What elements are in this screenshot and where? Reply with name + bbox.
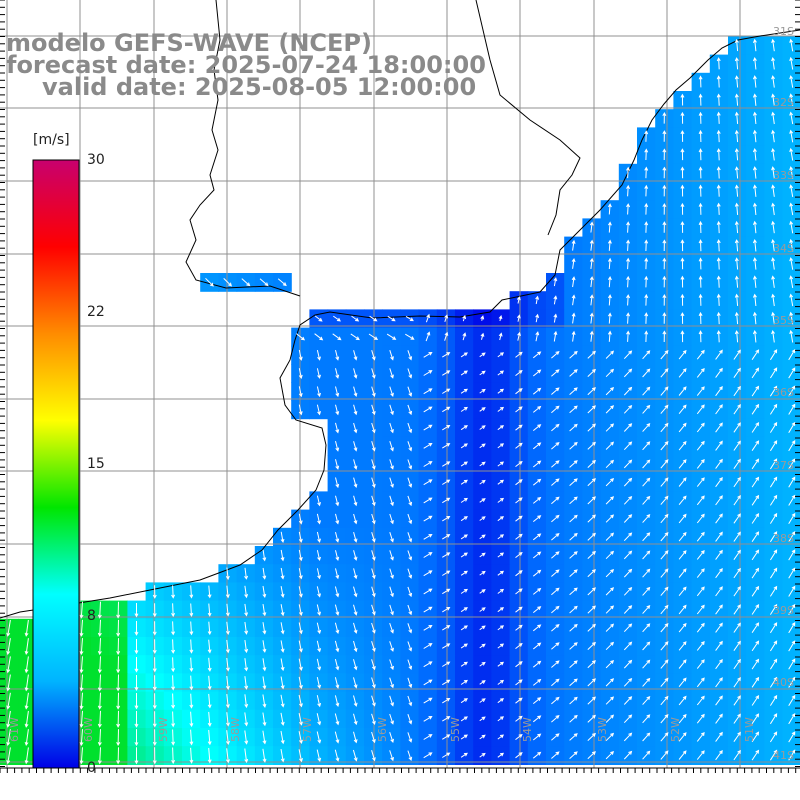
lat-label: 36S [773,386,794,399]
lon-label: 54W [521,717,534,742]
lon-label: 53W [596,717,609,742]
lon-label: 58W [229,717,242,742]
lat-label: 35S [773,314,794,327]
lon-label: 52W [669,717,682,742]
valid-date: valid date: 2025-08-05 12:00:00 [42,74,476,100]
lon-label: 56W [376,717,389,742]
lat-label: 32S [773,96,794,109]
lon-label: 55W [449,717,462,742]
colorbar-tick-30: 30 [87,153,105,167]
colorbar-unit: [m/s] [33,132,70,148]
lon-label: 60W [82,717,95,742]
lon-label: 59W [157,717,170,742]
lat-label: 31S [773,25,794,38]
lon-label: 51W [743,717,756,742]
colorbar-tick-0: 0 [87,761,96,775]
lat-label: 40S [773,676,794,689]
colorbar-tick-22: 22 [87,305,105,319]
colorbar-tick-8: 8 [87,609,96,623]
lat-label: 33S [773,169,794,182]
lat-label: 39S [773,604,794,617]
lat-label: 38S [773,532,794,545]
lat-label: 37S [773,459,794,472]
lon-label: 61W [8,717,21,742]
colorbar-tick-15: 15 [87,457,105,471]
colorbar [33,160,79,768]
lat-label: 34S [773,242,794,255]
lon-label: 57W [301,717,314,742]
lat-label: 41S [773,749,794,762]
